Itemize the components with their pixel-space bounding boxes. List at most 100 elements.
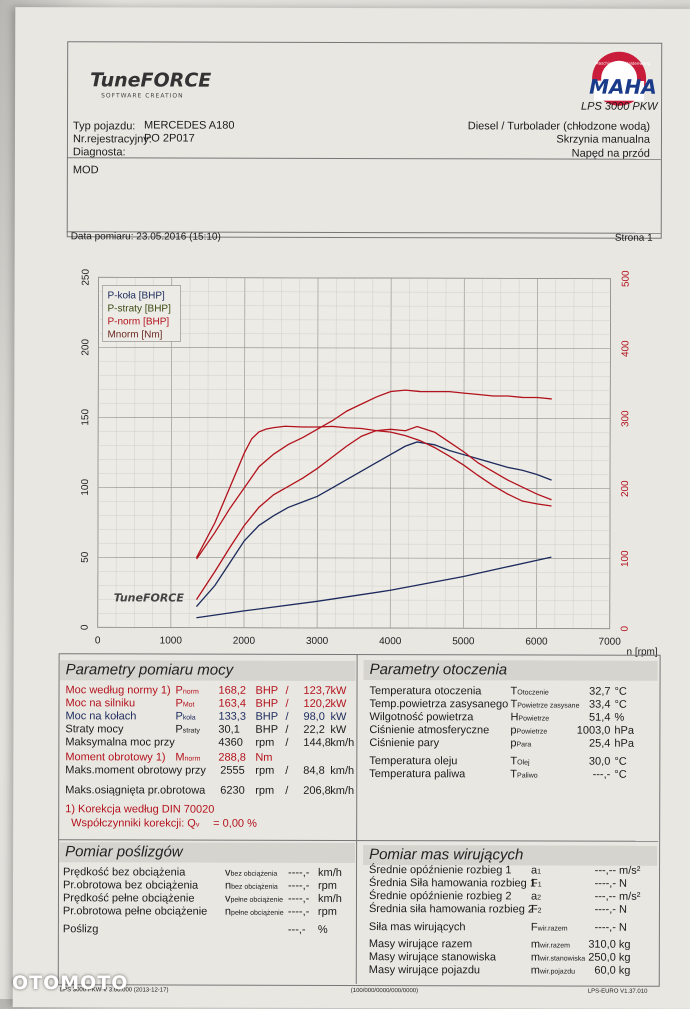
y-left-tick-label: 150 <box>80 409 91 426</box>
dyno-chart: 0 1000 2000 3000 4000 5000 6000 700005010015020… <box>80 269 658 658</box>
series-line <box>196 389 552 560</box>
mass-row-unit: N <box>618 903 627 916</box>
max-torque-rpm-unit: rpm <box>255 764 275 777</box>
power-row-unit2: kW <box>330 723 347 736</box>
grid-line-y <box>98 333 611 335</box>
mass-row-label: Średnie opóźnienie rozbieg 1 <box>369 864 512 877</box>
grid-line-y <box>98 291 611 293</box>
mass-row-value: ---,-- <box>594 864 617 877</box>
grid-line-x <box>536 278 538 629</box>
grid-line-y <box>98 473 611 475</box>
grid-line-y <box>97 626 610 630</box>
mass-row-unit: m/s² <box>619 864 641 877</box>
grid-line-y <box>98 346 611 350</box>
grid-line-x <box>371 278 374 629</box>
tuneforce-logo-sub: SOFTWARE CREATION <box>101 92 184 100</box>
grid-line-y <box>97 613 610 615</box>
grid-line-y <box>98 389 611 391</box>
power-row-label: Moc na kołach <box>65 710 137 723</box>
mass-row-label: Siła mas wirujących <box>368 921 466 934</box>
env-row-symbol: TPowietrze zasysane <box>510 698 580 711</box>
mass-row-unit: m/s² <box>618 890 641 903</box>
y-left-tick-label: 50 <box>80 551 91 563</box>
slip-section-title: Pomiar poślizgów <box>59 842 356 864</box>
power-row-label: Moc na silniku <box>65 697 136 710</box>
power-row-value1: 4360 <box>218 736 243 749</box>
power-row-sep: / <box>285 684 289 697</box>
power-row-symbol: PMot <box>175 697 195 710</box>
env-row-label: Temperatura paliwa <box>369 768 466 781</box>
env-section-title: Parametry otoczenia <box>363 660 658 681</box>
env-row-unit: °C <box>614 698 627 711</box>
env-row-unit: % <box>614 711 625 724</box>
legend-box <box>102 285 181 342</box>
power-row-value2: 98,0 <box>303 710 325 723</box>
slip-row-value: ----,- <box>288 866 310 879</box>
mass-row-value: ----,- <box>594 877 617 890</box>
grid-line-y <box>98 416 611 420</box>
torque-label: Moment obrotowy 1) <box>65 751 166 764</box>
env-row-unit: °C <box>614 755 627 768</box>
series-line <box>196 556 552 619</box>
legend-entry: P-straty [BHP] <box>108 303 172 314</box>
env-row-symbol: HPowietrze <box>510 711 550 724</box>
footer-right: LPS-EURO V1.37.010 <box>587 988 648 995</box>
max-rpm-unit: rpm <box>255 784 275 797</box>
mass-row-symbol: Fwir.razem <box>530 921 568 934</box>
power-section-title: Parametry pomiaru mocy <box>59 660 356 682</box>
tuneforce-logo: TuneFORCE <box>90 69 212 92</box>
env-row-value: 51,4 <box>589 711 611 724</box>
max-torque-speed: 84,8 <box>303 764 325 777</box>
power-row-symbol: Pkoła <box>175 710 196 723</box>
power-row-unit1: BHP <box>255 697 279 710</box>
maha-logo: MAHA <box>589 74 657 99</box>
slip-row-value: ----,- <box>287 879 310 892</box>
y-left-tick-label: 250 <box>81 269 92 286</box>
slip-row-symbol: npełne obciążenie <box>224 905 284 918</box>
grid-line-x <box>389 278 392 629</box>
y-left-tick-label: 0 <box>80 624 91 630</box>
x-tick-label: 0 <box>95 635 101 646</box>
grid-line-y <box>98 375 611 377</box>
grid-line-x <box>335 277 337 628</box>
env-row-symbol: pPara <box>510 737 532 750</box>
env-row-unit: hPa <box>614 737 634 750</box>
slip-row-label: Pr.obrotowa bez obciążenia <box>62 879 199 892</box>
grid-line-x <box>188 277 191 628</box>
grid-line-x <box>591 278 593 629</box>
slip-row-unit: km/h <box>317 892 342 905</box>
env-row-label: Ciśnienie atmosferyczne <box>369 724 490 737</box>
env-row-label: Temperatura otoczenia <box>369 685 482 698</box>
mass-row-unit: kg <box>618 964 631 977</box>
env-row-value: ---,- <box>592 768 611 781</box>
mass-row-symbol: F2 <box>530 903 542 916</box>
env-row-label: Ciśnienie pary <box>369 737 440 750</box>
y-left-tick-label: 200 <box>80 339 91 356</box>
vehicle-reg-label: Nr.rejestracyjny: <box>72 133 152 146</box>
slip-table: Prędkość bez obciążenia vbez obciążenia --… <box>15 7 690 936</box>
slip-row-label: Pr.obrotowa pełne obciążenie <box>62 905 208 918</box>
mass-row-symbol: mwir.razem <box>530 938 570 951</box>
mass-row-symbol: a1 <box>531 864 542 877</box>
grid-line-x <box>481 278 483 629</box>
mass-row-value: ----,- <box>594 921 616 934</box>
power-row-label: Straty mocy <box>65 723 124 736</box>
power-row-sep: / <box>285 710 289 723</box>
slip-row-unit: rpm <box>317 905 337 918</box>
grid-line-y <box>98 431 611 433</box>
power-row-unit2: kW <box>330 697 347 710</box>
mass-row-unit: kg <box>618 951 631 964</box>
mass-section-title: Pomiar mas wirujących <box>363 845 658 866</box>
mod-label: MOD <box>72 164 99 177</box>
series-line <box>195 425 552 558</box>
power-row-sep: / <box>285 736 289 749</box>
legend-entry: P-koła [BHP] <box>108 290 165 301</box>
slip-row-value: ----,- <box>287 905 310 918</box>
y-left-tick-label: 100 <box>80 479 91 496</box>
max-torque-speed-unit: km/h <box>330 764 355 778</box>
power-row-value2: 123,7 <box>303 684 332 697</box>
mass-row-value: 310,0 <box>588 938 616 951</box>
grid-line-y <box>98 305 611 307</box>
correction-factor-value: = 0,00 % <box>213 817 257 830</box>
x-tick-label: 1000 <box>160 635 183 646</box>
